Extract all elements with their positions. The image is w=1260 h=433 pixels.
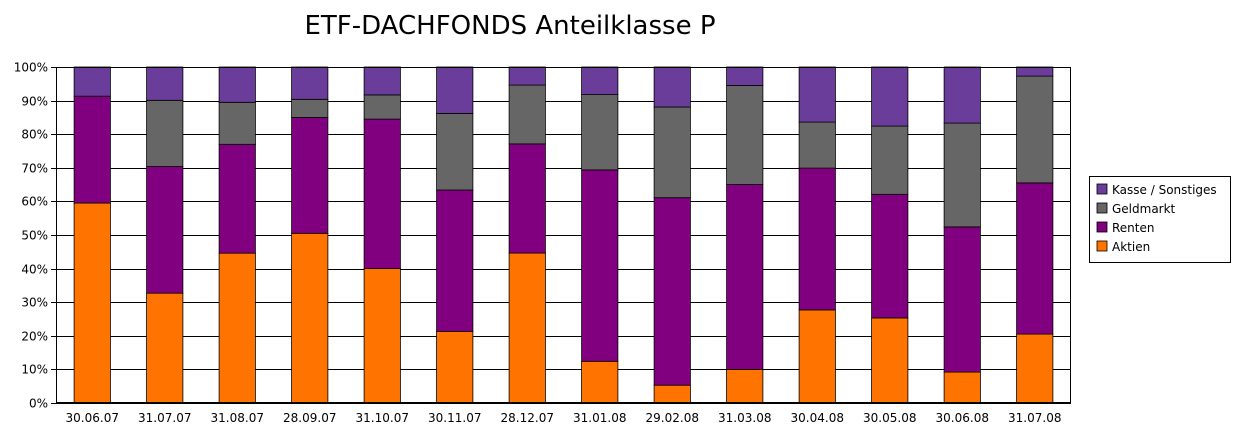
bar-segment-aktien	[363, 268, 401, 404]
bar-segment-kasse-sonstiges	[73, 66, 111, 97]
legend-swatch	[1096, 202, 1108, 214]
legend-entry: Aktien	[1112, 240, 1150, 254]
x-tick-label: 30.06.07	[66, 411, 119, 425]
bar-segment-geldmarkt	[363, 94, 401, 120]
legend-entry: Kasse / Sonstiges	[1112, 183, 1217, 197]
bar-segment-geldmarkt	[1016, 75, 1054, 184]
gridlines	[51, 67, 1071, 404]
bar-segment-geldmarkt	[726, 85, 764, 185]
bar-segment-kasse-sonstiges	[943, 66, 981, 124]
bar-segment-geldmarkt	[653, 106, 691, 199]
bar-segment-kasse-sonstiges	[146, 66, 184, 101]
legend-entry: Renten	[1112, 221, 1154, 235]
bar-segment-aktien	[146, 292, 184, 404]
x-tick-label: 28.09.07	[283, 411, 336, 425]
bar-segment-aktien	[436, 330, 474, 404]
bar-segment-kasse-sonstiges	[726, 66, 764, 86]
bar-segment-aktien	[726, 368, 764, 404]
legend: Kasse / Sonstiges Geldmarkt Renten Aktien	[1089, 176, 1231, 263]
bar-segment-renten	[581, 169, 619, 362]
bar-segment-kasse-sonstiges	[581, 66, 619, 96]
bar-segment-aktien	[871, 317, 909, 404]
bar-segment-aktien	[653, 384, 691, 404]
y-tick-label: 0%	[29, 397, 48, 411]
bar-segment-aktien	[798, 309, 836, 404]
bar-segment-renten	[726, 184, 764, 370]
bar-segment-geldmarkt	[508, 84, 546, 145]
legend-swatch	[1096, 240, 1108, 252]
bar-segment-renten	[146, 166, 184, 294]
bar-segment-geldmarkt	[436, 113, 474, 191]
x-tick-label: 31.07.08	[1008, 411, 1061, 425]
legend-swatch	[1096, 221, 1108, 233]
bar-segment-aktien	[73, 202, 111, 404]
bar-segment-renten	[363, 118, 401, 269]
chart-title: ETF-DACHFONDS Anteilklasse P	[304, 11, 715, 41]
x-tick-label: 31.07.07	[138, 411, 191, 425]
bar-segment-renten	[291, 117, 329, 234]
bar-segment-geldmarkt	[798, 121, 836, 169]
bar-segment-renten	[73, 95, 111, 204]
bar-segment-kasse-sonstiges	[653, 66, 691, 108]
legend-entry: Geldmarkt	[1112, 202, 1176, 216]
x-tick-label: 31.08.07	[211, 411, 264, 425]
bar-segment-renten	[508, 143, 546, 254]
bar-segment-kasse-sonstiges	[218, 66, 256, 103]
bar-segment-renten	[653, 197, 691, 386]
bar-segment-kasse-sonstiges	[291, 66, 329, 100]
bar-segment-kasse-sonstiges	[871, 66, 909, 127]
y-tick-label: 70%	[21, 162, 48, 176]
y-tick-label: 100%	[14, 61, 48, 75]
bar-segment-geldmarkt	[871, 125, 909, 195]
bar-segment-geldmarkt	[146, 99, 184, 167]
y-axis-tick-labels: 0% 10% 20% 30% 40% 50% 60% 70% 80% 90% 100%	[14, 61, 48, 411]
bar-segment-aktien	[943, 371, 981, 404]
bar-segment-aktien	[291, 232, 329, 404]
legend-box	[1089, 176, 1231, 263]
bar-segment-kasse-sonstiges	[798, 66, 836, 123]
y-tick-label: 80%	[21, 128, 48, 142]
y-tick-label: 30%	[21, 296, 48, 310]
bar-segment-geldmarkt	[218, 101, 256, 145]
x-tick-label: 30.11.07	[428, 411, 481, 425]
x-tick-label: 30.04.08	[791, 411, 844, 425]
x-tick-label: 30.06.08	[936, 411, 989, 425]
y-tick-label: 20%	[21, 330, 48, 344]
y-tick-label: 10%	[21, 363, 48, 377]
y-tick-label: 60%	[21, 195, 48, 209]
bar-segment-kasse-sonstiges	[1016, 66, 1054, 77]
y-tick-label: 40%	[21, 263, 48, 277]
y-tick-label: 90%	[21, 95, 48, 109]
bar-segment-kasse-sonstiges	[436, 66, 474, 114]
y-tick-label: 50%	[21, 229, 48, 243]
bar-segment-renten	[218, 143, 256, 254]
bar-segment-renten	[798, 167, 836, 311]
bar-segment-aktien	[1016, 333, 1054, 404]
bar-segment-geldmarkt	[291, 98, 329, 118]
bar-segment-geldmarkt	[943, 122, 981, 228]
bar-segment-geldmarkt	[581, 94, 619, 171]
bar-segment-renten	[871, 193, 909, 319]
x-tick-label: 30.05.08	[863, 411, 916, 425]
x-tick-label: 31.03.08	[718, 411, 771, 425]
bar-segment-renten	[1016, 182, 1054, 335]
plot-frame	[56, 67, 1071, 403]
bar-segment-renten	[943, 226, 981, 373]
x-tick-label: 31.01.08	[573, 411, 626, 425]
x-tick-label: 31.10.07	[356, 411, 409, 425]
bar-segment-renten	[436, 189, 474, 332]
bars	[73, 66, 1054, 404]
bar-segment-kasse-sonstiges	[508, 66, 546, 86]
legend-swatch	[1096, 183, 1108, 195]
x-axis-tick-labels: 30.06.07 31.07.07 31.08.07 28.09.07 31.10.07…	[66, 411, 1062, 425]
bar-segment-aktien	[218, 252, 256, 404]
bar-segment-aktien	[581, 360, 619, 404]
plot-border	[56, 67, 1071, 403]
bar-segment-kasse-sonstiges	[363, 66, 401, 96]
bar-segment-aktien	[508, 252, 546, 404]
x-tick-label: 29.02.08	[646, 411, 699, 425]
x-tick-label: 28.12.07	[501, 411, 554, 425]
